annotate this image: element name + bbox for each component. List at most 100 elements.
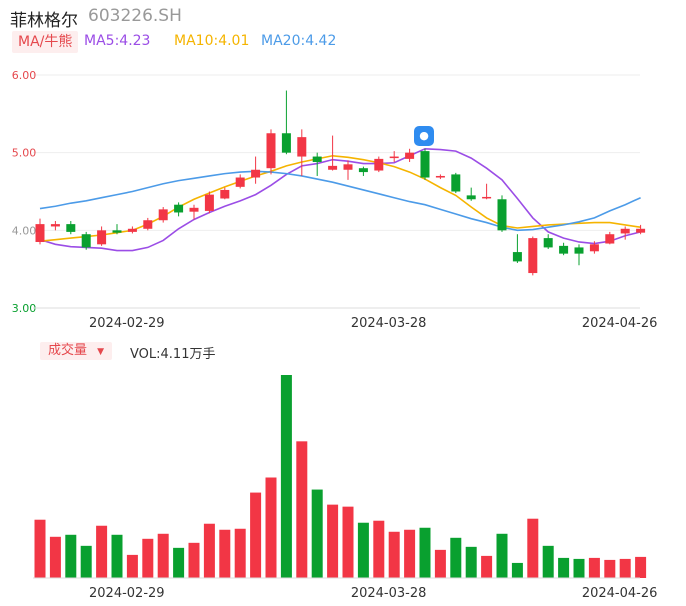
volume-bar xyxy=(373,520,385,578)
volume-bar xyxy=(296,441,308,578)
candle-body xyxy=(204,194,214,211)
volume-bar xyxy=(404,529,416,578)
ma-line-ma10 xyxy=(39,154,641,243)
candle-body xyxy=(235,177,245,187)
stock-code: 603226.SH xyxy=(88,6,182,26)
candle-body xyxy=(112,230,122,233)
candle-body xyxy=(297,137,307,157)
volume-bar xyxy=(465,546,477,578)
volume-bar xyxy=(111,534,123,578)
candle-body xyxy=(497,199,507,231)
volume-bar xyxy=(527,518,539,578)
volume-bar xyxy=(357,522,369,578)
volume-value: VOL:4.11万手 xyxy=(130,347,216,362)
candle-body xyxy=(512,252,522,262)
volume-bar xyxy=(573,558,585,578)
volume-bar xyxy=(49,536,61,578)
candle-body xyxy=(281,133,291,153)
event-marker-icon[interactable]: ● xyxy=(414,126,434,146)
candle-body xyxy=(636,228,646,233)
price-tick-label: 3.00 xyxy=(12,302,37,315)
volume-bar xyxy=(542,545,554,578)
candle-body xyxy=(466,195,476,200)
date-tick-label: 2024-03-28 xyxy=(351,316,427,331)
volume-bar xyxy=(511,562,523,578)
volume-bar xyxy=(234,528,246,578)
candle-body xyxy=(374,158,384,171)
price-axis: 6.00 5.00 4.00 3.00 2024-02-29 2024-03-28 2024… xyxy=(12,69,658,331)
candle-body xyxy=(451,174,461,192)
volume-bar xyxy=(250,492,262,578)
volume-tag-label: 成交量 xyxy=(48,343,88,358)
volume-bar xyxy=(481,555,493,578)
candle-body xyxy=(358,168,368,173)
volume-bar xyxy=(203,523,215,578)
volume-bar xyxy=(126,554,138,578)
candle-body xyxy=(174,204,184,213)
volume-bar xyxy=(604,559,616,578)
date-tick-label: 2024-02-29 xyxy=(89,316,165,331)
candle-body xyxy=(420,151,430,178)
candle-body xyxy=(189,207,199,212)
price-tick-label: 4.00 xyxy=(12,224,37,237)
candle-body xyxy=(389,156,399,159)
candle-body xyxy=(35,224,45,242)
candle-body xyxy=(127,228,137,232)
volume-date-tick-label: 2024-02-29 xyxy=(89,586,165,601)
volume-bar xyxy=(419,527,431,578)
candle-body xyxy=(482,196,492,199)
candle-body xyxy=(143,220,153,229)
volume-bar xyxy=(496,533,508,578)
volume-date-tick-label: 2024-03-28 xyxy=(351,586,427,601)
volume-bar xyxy=(173,547,185,578)
volume-bar xyxy=(34,519,46,578)
price-grid xyxy=(33,74,640,309)
volume-bar xyxy=(434,549,446,578)
volume-bar xyxy=(188,542,200,578)
candle-body xyxy=(50,224,60,227)
candle-body xyxy=(158,209,168,221)
volume-bar xyxy=(157,533,169,578)
volume-bar xyxy=(327,504,339,578)
volume-bar xyxy=(96,525,108,578)
volume-bar xyxy=(265,477,277,578)
volume-date-tick-label: 2024-04-26 xyxy=(582,586,658,601)
candle-body xyxy=(405,152,415,159)
volume-bars xyxy=(34,375,647,578)
volume-bar xyxy=(450,537,462,578)
candle-body xyxy=(81,234,91,248)
ma10-value: MA10:4.01 xyxy=(174,33,250,49)
stock-name: 菲林格尔 xyxy=(10,11,78,31)
candle-body xyxy=(328,165,338,170)
candle-body xyxy=(620,228,630,234)
candle-body xyxy=(220,189,230,199)
volume-bar xyxy=(311,489,323,578)
candle-body xyxy=(543,238,553,248)
candle-body xyxy=(559,245,569,254)
candle-body xyxy=(528,238,538,274)
volume-bar xyxy=(635,556,647,578)
candle-body xyxy=(574,247,584,254)
volume-bar xyxy=(280,375,292,578)
volume-bar xyxy=(388,531,400,578)
candle-body xyxy=(343,164,353,170)
volume-indicator-selector[interactable]: 成交量 ▼ xyxy=(40,342,113,360)
volume-axis: 2024-02-29 2024-03-28 2024-04-26 xyxy=(33,577,658,601)
date-tick-label: 2024-04-26 xyxy=(582,316,658,331)
candle-body xyxy=(97,230,107,245)
ma-line-ma20 xyxy=(39,170,641,232)
ma-line-ma5 xyxy=(39,147,641,252)
volume-bar xyxy=(619,558,631,578)
ma5-value: MA5:4.23 xyxy=(84,33,151,49)
volume-bar xyxy=(219,529,231,578)
ma-lines xyxy=(39,147,641,252)
ma-indicator-selector[interactable]: MA/牛熊 xyxy=(12,31,79,53)
candle-body xyxy=(605,234,615,244)
volume-bar xyxy=(558,557,570,578)
candle-body xyxy=(266,133,276,169)
volume-bar xyxy=(65,534,77,578)
candle-body xyxy=(589,244,599,252)
price-tick-label: 6.00 xyxy=(12,69,37,82)
candlesticks xyxy=(35,90,646,276)
